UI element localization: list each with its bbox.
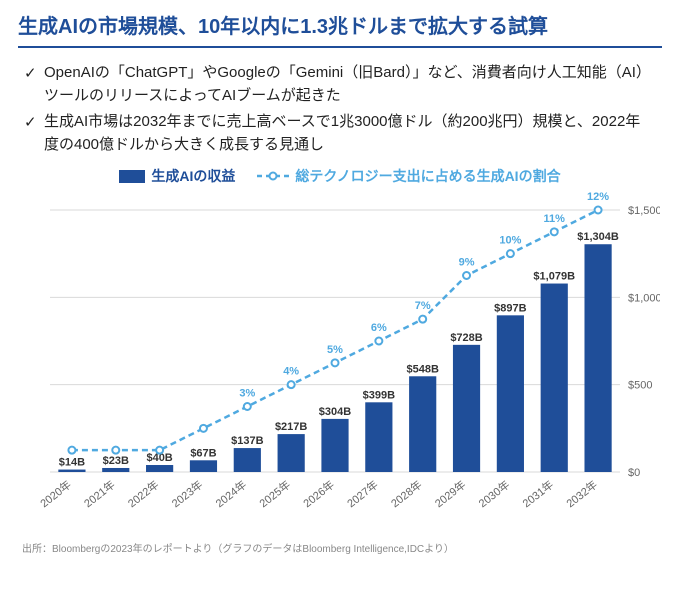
svg-text:$23B: $23B <box>103 455 129 467</box>
bullet-list: ✓ OpenAIの「ChatGPT」やGoogleの「Gemini（旧Bard）… <box>18 62 662 156</box>
svg-text:$728B: $728B <box>450 332 482 344</box>
svg-text:$137B: $137B <box>231 435 263 447</box>
chart-svg: $0$500$1,000$1,500$14B2020年$23B2021年$40B… <box>20 190 660 530</box>
svg-text:$1,079B: $1,079B <box>533 271 575 283</box>
page-title: 生成AIの市場規模、10年以内に1.3兆ドルまで拡大する試算 <box>18 14 662 48</box>
legend-bar-label: 生成AIの収益 <box>151 166 235 186</box>
svg-text:2029年: 2029年 <box>432 477 469 510</box>
svg-text:$1,000: $1,000 <box>628 292 660 304</box>
svg-text:$399B: $399B <box>363 389 395 401</box>
svg-text:$548B: $548B <box>406 363 438 375</box>
svg-text:2030年: 2030年 <box>476 477 513 510</box>
svg-text:2028年: 2028年 <box>388 477 425 510</box>
svg-text:2032年: 2032年 <box>563 477 600 510</box>
check-icon: ✓ <box>24 62 44 86</box>
svg-text:2021年: 2021年 <box>81 477 118 510</box>
bullet-item: ✓ OpenAIの「ChatGPT」やGoogleの「Gemini（旧Bard）… <box>24 62 652 107</box>
legend-bar-swatch <box>119 170 145 183</box>
svg-text:$897B: $897B <box>494 302 526 314</box>
svg-text:2025年: 2025年 <box>256 477 293 510</box>
svg-text:2031年: 2031年 <box>519 477 556 510</box>
svg-text:2026年: 2026年 <box>300 477 337 510</box>
svg-text:$67B: $67B <box>190 447 216 459</box>
source-note: 出所：Bloombergの2023年のレポートより（グラフのデータはBloomb… <box>18 540 662 555</box>
revenue-chart: $0$500$1,000$1,500$14B2020年$23B2021年$40B… <box>20 190 660 530</box>
svg-text:7%: 7% <box>415 300 431 312</box>
svg-text:2023年: 2023年 <box>169 477 206 510</box>
check-icon: ✓ <box>24 111 44 135</box>
svg-text:2020年: 2020年 <box>37 477 74 510</box>
bullet-item: ✓ 生成AI市場は2032年までに売上高ベースで1兆3000億ドル（約200兆円… <box>24 111 652 156</box>
svg-text:$1,304B: $1,304B <box>577 231 619 243</box>
svg-text:2022年: 2022年 <box>125 477 162 510</box>
legend-line-label: 総テクノロジー支出に占める生成AIの割合 <box>295 166 560 186</box>
svg-text:$217B: $217B <box>275 421 307 433</box>
svg-text:$500: $500 <box>628 380 652 392</box>
chart-legend: 生成AIの収益 総テクノロジー支出に占める生成AIの割合 <box>18 166 662 186</box>
svg-text:10%: 10% <box>499 235 521 247</box>
svg-text:2027年: 2027年 <box>344 477 381 510</box>
svg-text:$304B: $304B <box>319 406 351 418</box>
legend-bar-item: 生成AIの収益 <box>119 166 235 186</box>
svg-text:9%: 9% <box>459 257 475 269</box>
svg-text:6%: 6% <box>371 322 387 334</box>
svg-text:$14B: $14B <box>59 457 85 469</box>
svg-text:5%: 5% <box>327 344 343 356</box>
svg-text:$0: $0 <box>628 467 640 479</box>
legend-line-item: 総テクノロジー支出に占める生成AIの割合 <box>257 166 560 186</box>
svg-text:11%: 11% <box>544 213 566 225</box>
svg-text:3%: 3% <box>239 388 255 400</box>
legend-line-swatch <box>257 169 289 183</box>
bullet-text: 生成AI市場は2032年までに売上高ベースで1兆3000億ドル（約200兆円）規… <box>44 111 652 156</box>
svg-text:2024年: 2024年 <box>213 477 250 510</box>
bullet-text: OpenAIの「ChatGPT」やGoogleの「Gemini（旧Bard）」な… <box>44 62 652 107</box>
svg-text:12%: 12% <box>587 191 609 203</box>
svg-text:$1,500: $1,500 <box>628 205 660 217</box>
svg-text:4%: 4% <box>283 366 299 378</box>
